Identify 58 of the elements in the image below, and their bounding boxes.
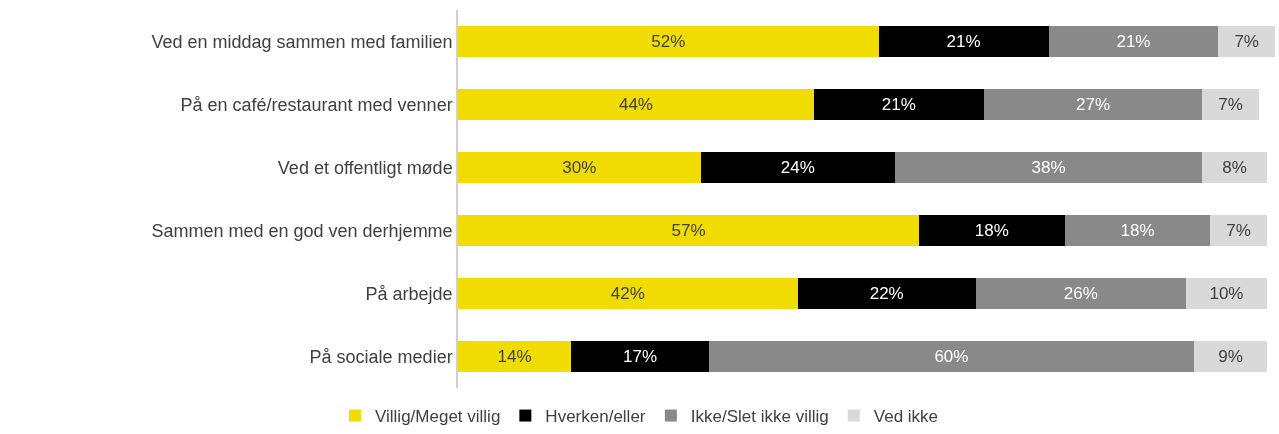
bar	[1210, 214, 1267, 247]
data-label: 8%	[1222, 158, 1247, 177]
bar	[1064, 214, 1211, 247]
data-label: 57%	[671, 221, 706, 240]
bar	[919, 214, 1065, 247]
data-label: 26%	[1063, 284, 1098, 303]
bar	[878, 25, 1049, 58]
data-label: 18%	[1120, 221, 1155, 240]
data-label: 7%	[1226, 221, 1251, 240]
bar	[458, 25, 879, 58]
bar	[458, 88, 814, 121]
data-label: 38%	[1031, 158, 1066, 177]
data-label: 24%	[780, 158, 815, 177]
bar	[458, 151, 701, 184]
data-label: 60%	[934, 347, 969, 366]
data-label: 30%	[562, 158, 597, 177]
data-label: 44%	[618, 95, 653, 114]
legend-label: Hverken/eller	[545, 407, 646, 427]
y-tick-label: Ved en middag sammen med familien	[151, 31, 453, 52]
legend-label: Villig/Meget villig	[375, 407, 501, 427]
data-label: 52%	[651, 32, 686, 51]
bar	[458, 277, 798, 310]
bar	[1194, 340, 1267, 373]
data-label: 18%	[974, 221, 1009, 240]
legend-label: Ved ikke	[873, 407, 939, 427]
bar	[458, 214, 920, 247]
data-label: 7%	[1218, 95, 1243, 114]
bar	[708, 340, 1195, 373]
bar	[571, 340, 709, 373]
data-label: 7%	[1234, 32, 1259, 51]
y-tick-label: På arbejde	[365, 283, 453, 304]
data-label: 21%	[1116, 32, 1151, 51]
bar	[700, 151, 895, 184]
y-tick-label: Ved et offentligt møde	[277, 157, 453, 178]
y-tick-label: Sammen med en god ven derhjemme	[151, 220, 453, 241]
y-tick-label: På en café/restaurant med venner	[180, 94, 453, 115]
data-label: 9%	[1218, 347, 1243, 366]
bar	[1202, 88, 1259, 121]
data-label: 10%	[1209, 284, 1244, 303]
bar	[1218, 25, 1275, 58]
data-label: 14%	[497, 347, 532, 366]
y-tick-label: På sociale medier	[309, 346, 453, 367]
data-label: 27%	[1075, 95, 1111, 114]
bar	[894, 151, 1203, 184]
bar	[813, 88, 984, 121]
data-label: 21%	[881, 95, 916, 114]
bar	[975, 277, 1187, 310]
bar	[983, 88, 1203, 121]
bar	[1202, 151, 1267, 184]
bar	[1186, 277, 1267, 310]
data-label: 17%	[622, 347, 658, 366]
data-label: 42%	[610, 284, 645, 303]
bar	[797, 277, 976, 310]
data-label: 21%	[946, 32, 981, 51]
legend-label: Ikke/Slet ikke villig	[690, 407, 829, 427]
bar	[458, 340, 572, 373]
bar	[1048, 25, 1219, 58]
data-label: 22%	[869, 284, 904, 303]
